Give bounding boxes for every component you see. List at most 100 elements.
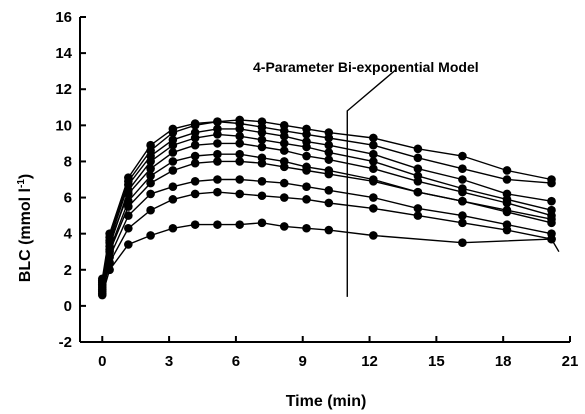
data-point bbox=[458, 175, 467, 184]
fit-line-10 bbox=[101, 222, 560, 296]
data-point bbox=[146, 164, 155, 173]
data-point bbox=[458, 187, 467, 197]
data-point bbox=[213, 130, 222, 139]
data-points bbox=[97, 115, 556, 300]
data-point bbox=[502, 166, 512, 175]
annotation-label: 4-Parameter Bi-exponential Model bbox=[253, 59, 479, 75]
data-point bbox=[105, 238, 114, 247]
x-axis-label: Time (min) bbox=[286, 393, 367, 410]
data-point bbox=[257, 191, 267, 201]
data-point bbox=[190, 158, 200, 168]
data-point bbox=[168, 223, 178, 233]
axes: -2 0 2 4 6 8 10 12 14 16 0 3 6 9 12 15 18 21 bbox=[55, 9, 578, 370]
data-point bbox=[124, 211, 133, 220]
data-point bbox=[369, 157, 378, 166]
data-point bbox=[168, 128, 178, 137]
data-point bbox=[547, 218, 556, 228]
y-tick-label: -2 bbox=[59, 334, 72, 351]
y-axis-label-close: ) bbox=[17, 174, 34, 179]
data-point bbox=[124, 240, 133, 249]
data-point bbox=[279, 139, 289, 148]
data-point bbox=[302, 142, 311, 152]
data-point bbox=[279, 131, 289, 141]
y-tick-label: 16 bbox=[55, 9, 72, 26]
data-point bbox=[168, 148, 178, 157]
y-tick-label: 2 bbox=[64, 262, 72, 279]
data-point bbox=[502, 207, 512, 217]
data-point bbox=[413, 144, 423, 154]
data-point bbox=[168, 166, 178, 175]
data-point bbox=[324, 198, 334, 208]
data-point bbox=[257, 142, 267, 152]
y-tick-label: 4 bbox=[64, 226, 73, 243]
data-point bbox=[257, 177, 267, 186]
fit-lines bbox=[101, 119, 560, 296]
y-tick-label: 6 bbox=[64, 190, 72, 207]
data-point bbox=[190, 177, 200, 186]
data-point bbox=[257, 135, 267, 145]
data-point bbox=[235, 139, 244, 148]
y-tick-label: 14 bbox=[55, 45, 72, 62]
data-point bbox=[324, 225, 334, 235]
data-point bbox=[279, 178, 289, 188]
data-point bbox=[324, 133, 334, 143]
data-point bbox=[302, 130, 311, 139]
data-point bbox=[458, 151, 467, 161]
data-point bbox=[146, 205, 155, 215]
data-point bbox=[213, 157, 222, 166]
data-point bbox=[458, 164, 467, 173]
data-point bbox=[97, 290, 107, 300]
y-axis-label-main: BLC (mmol l bbox=[17, 188, 34, 282]
data-point bbox=[168, 182, 178, 192]
data-point bbox=[413, 187, 423, 197]
data-point bbox=[190, 220, 200, 229]
data-point bbox=[324, 169, 334, 179]
y-tick-label: 0 bbox=[64, 298, 72, 315]
data-point bbox=[369, 204, 378, 213]
fit-line-7 bbox=[101, 160, 552, 287]
data-point bbox=[235, 149, 244, 159]
y-axis-label: BLC (mmol l-1) bbox=[16, 174, 34, 282]
fit-line-9 bbox=[101, 191, 552, 294]
data-point bbox=[213, 149, 222, 159]
data-point bbox=[302, 151, 311, 161]
data-point bbox=[257, 158, 267, 168]
x-tick-label: 21 bbox=[562, 353, 579, 370]
data-point bbox=[213, 175, 222, 184]
data-point bbox=[547, 178, 556, 188]
x-tick-label: 9 bbox=[299, 353, 307, 370]
data-point bbox=[413, 164, 423, 173]
data-point bbox=[213, 139, 222, 148]
data-point bbox=[458, 238, 467, 247]
data-point bbox=[324, 155, 334, 164]
data-point bbox=[235, 157, 244, 166]
data-point bbox=[146, 189, 155, 199]
annotation-group: 4-Parameter Bi-exponential Model bbox=[253, 59, 479, 297]
data-point bbox=[458, 196, 467, 206]
annotation-pointer bbox=[346, 68, 397, 297]
data-point bbox=[235, 220, 244, 229]
data-point bbox=[369, 231, 378, 240]
data-point bbox=[413, 204, 423, 213]
x-tick-label: 15 bbox=[428, 353, 445, 370]
data-point bbox=[190, 121, 200, 130]
y-axis-label-sup: -1 bbox=[16, 179, 27, 188]
data-point bbox=[413, 177, 423, 186]
data-point bbox=[279, 162, 289, 172]
data-point bbox=[324, 148, 334, 157]
data-point bbox=[302, 223, 311, 233]
data-point bbox=[369, 193, 378, 202]
data-point bbox=[324, 140, 334, 150]
data-point bbox=[458, 218, 467, 228]
data-point bbox=[502, 175, 512, 184]
data-point bbox=[302, 166, 311, 175]
data-point bbox=[105, 265, 114, 275]
data-point bbox=[190, 140, 200, 150]
x-tick-label: 0 bbox=[98, 353, 106, 370]
data-point bbox=[105, 258, 114, 267]
data-point bbox=[279, 222, 289, 231]
data-point bbox=[369, 149, 378, 159]
data-point bbox=[146, 231, 155, 240]
data-point bbox=[168, 157, 178, 166]
